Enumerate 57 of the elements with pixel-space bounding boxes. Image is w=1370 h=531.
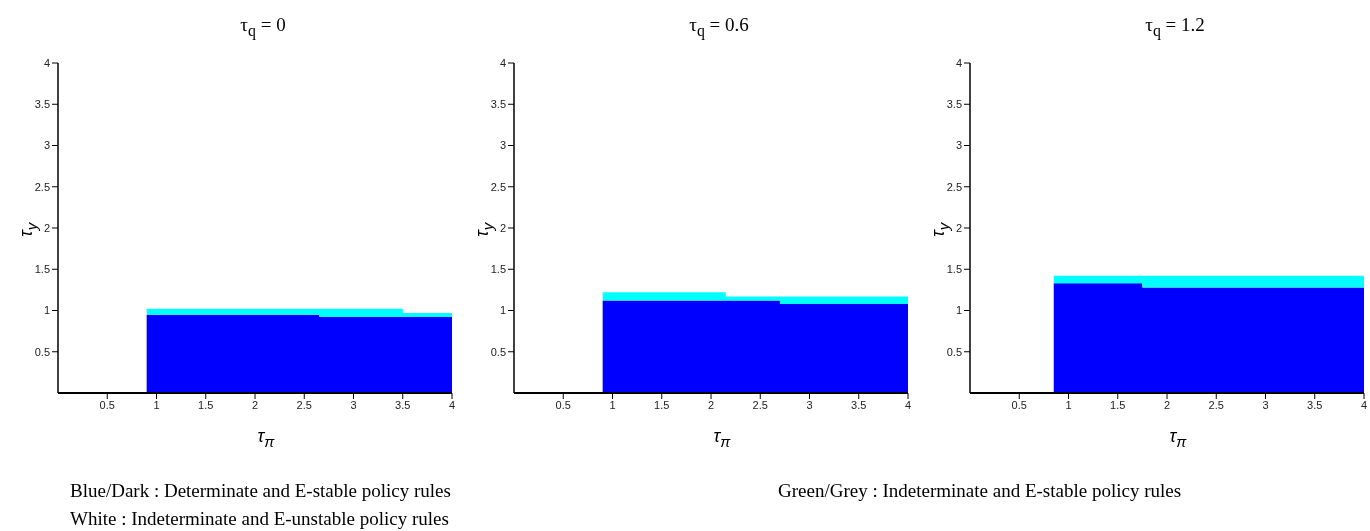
y-tick-label: 3.5 <box>34 98 50 111</box>
y-tick-label: 2 <box>955 221 962 234</box>
y-tick-label: 3.5 <box>946 98 962 111</box>
x-tick-label: 0.5 <box>99 398 115 411</box>
x-tick-label: 3 <box>806 398 813 411</box>
y-tick-label: 2.5 <box>490 180 506 193</box>
y-tick-label: 4 <box>955 56 962 69</box>
x-tick-label: 4 <box>448 398 456 411</box>
y-tick-label: 2.5 <box>34 180 50 193</box>
x-tick-label: 0.5 <box>1011 398 1027 411</box>
x-tick-label: 1.5 <box>1110 398 1126 411</box>
x-tick-label: 3.5 <box>1307 398 1323 411</box>
text: Green/Grey : Indeterminate and E-stable policy rules <box>778 480 1182 502</box>
y-tick-label: 3 <box>43 139 50 152</box>
x-tick-label: 1 <box>153 398 160 411</box>
y-tick-label: 1.5 <box>490 263 506 276</box>
x-tick-label: 2.5 <box>296 398 312 411</box>
text: Blue/Dark : Determinate and E-stable policy rules <box>70 480 451 502</box>
text: White : Indeterminate and E-unstable policy rules <box>70 508 449 530</box>
y-tick-label: 3 <box>499 139 506 152</box>
x-tick-label: 4 <box>1360 398 1368 411</box>
x-tick-label: 3.5 <box>395 398 411 411</box>
x-tick-label: 2.5 <box>752 398 768 411</box>
chart-title: τ$_{q}$ = 0 <box>239 14 287 40</box>
x-tick-label: 2 <box>707 398 715 411</box>
y-tick-label: 1 <box>43 304 50 317</box>
y-tick-label: 2 <box>499 221 506 234</box>
x-tick-label: 3 <box>350 398 357 411</box>
y-tick-label: 2.5 <box>946 180 962 193</box>
x-tick-label: 1.5 <box>654 398 670 411</box>
y-tick-label: 1.5 <box>34 263 50 276</box>
x-axis-title: τ$_{π}$ <box>1168 426 1188 450</box>
x-tick-label: 2 <box>251 398 259 411</box>
y-tick-label: 0.5 <box>490 345 506 358</box>
x-tick-label: 2 <box>1163 398 1171 411</box>
x-tick-label: 1 <box>609 398 616 411</box>
x-tick-label: 2.5 <box>1208 398 1224 411</box>
y-tick-label: 0.5 <box>946 345 962 358</box>
x-tick-label: 1.5 <box>198 398 214 411</box>
x-tick-label: 3.5 <box>851 398 867 411</box>
x-tick-label: 1 <box>1065 398 1072 411</box>
y-tick-label: 3 <box>955 139 962 152</box>
chart-title: τ$_{q}$ = 1.2 <box>1144 14 1206 40</box>
y-tick-label: 2 <box>43 221 50 234</box>
x-axis-title: τ$_{π}$ <box>256 426 276 450</box>
y-tick-label: 1 <box>955 304 962 317</box>
x-tick-label: 0.5 <box>555 398 571 411</box>
y-tick-label: 1.5 <box>946 263 962 276</box>
chart-title: τ$_{q}$ = 0.6 <box>688 14 750 40</box>
x-tick-label: 3 <box>1262 398 1269 411</box>
x-tick-label: 4 <box>904 398 912 411</box>
x-axis-title: τ$_{π}$ <box>712 426 732 450</box>
y-tick-label: 4 <box>43 56 50 69</box>
y-tick-label: 0.5 <box>34 345 50 358</box>
y-tick-label: 1 <box>499 304 506 317</box>
y-tick-label: 3.5 <box>490 98 506 111</box>
y-tick-label: 4 <box>499 56 506 69</box>
